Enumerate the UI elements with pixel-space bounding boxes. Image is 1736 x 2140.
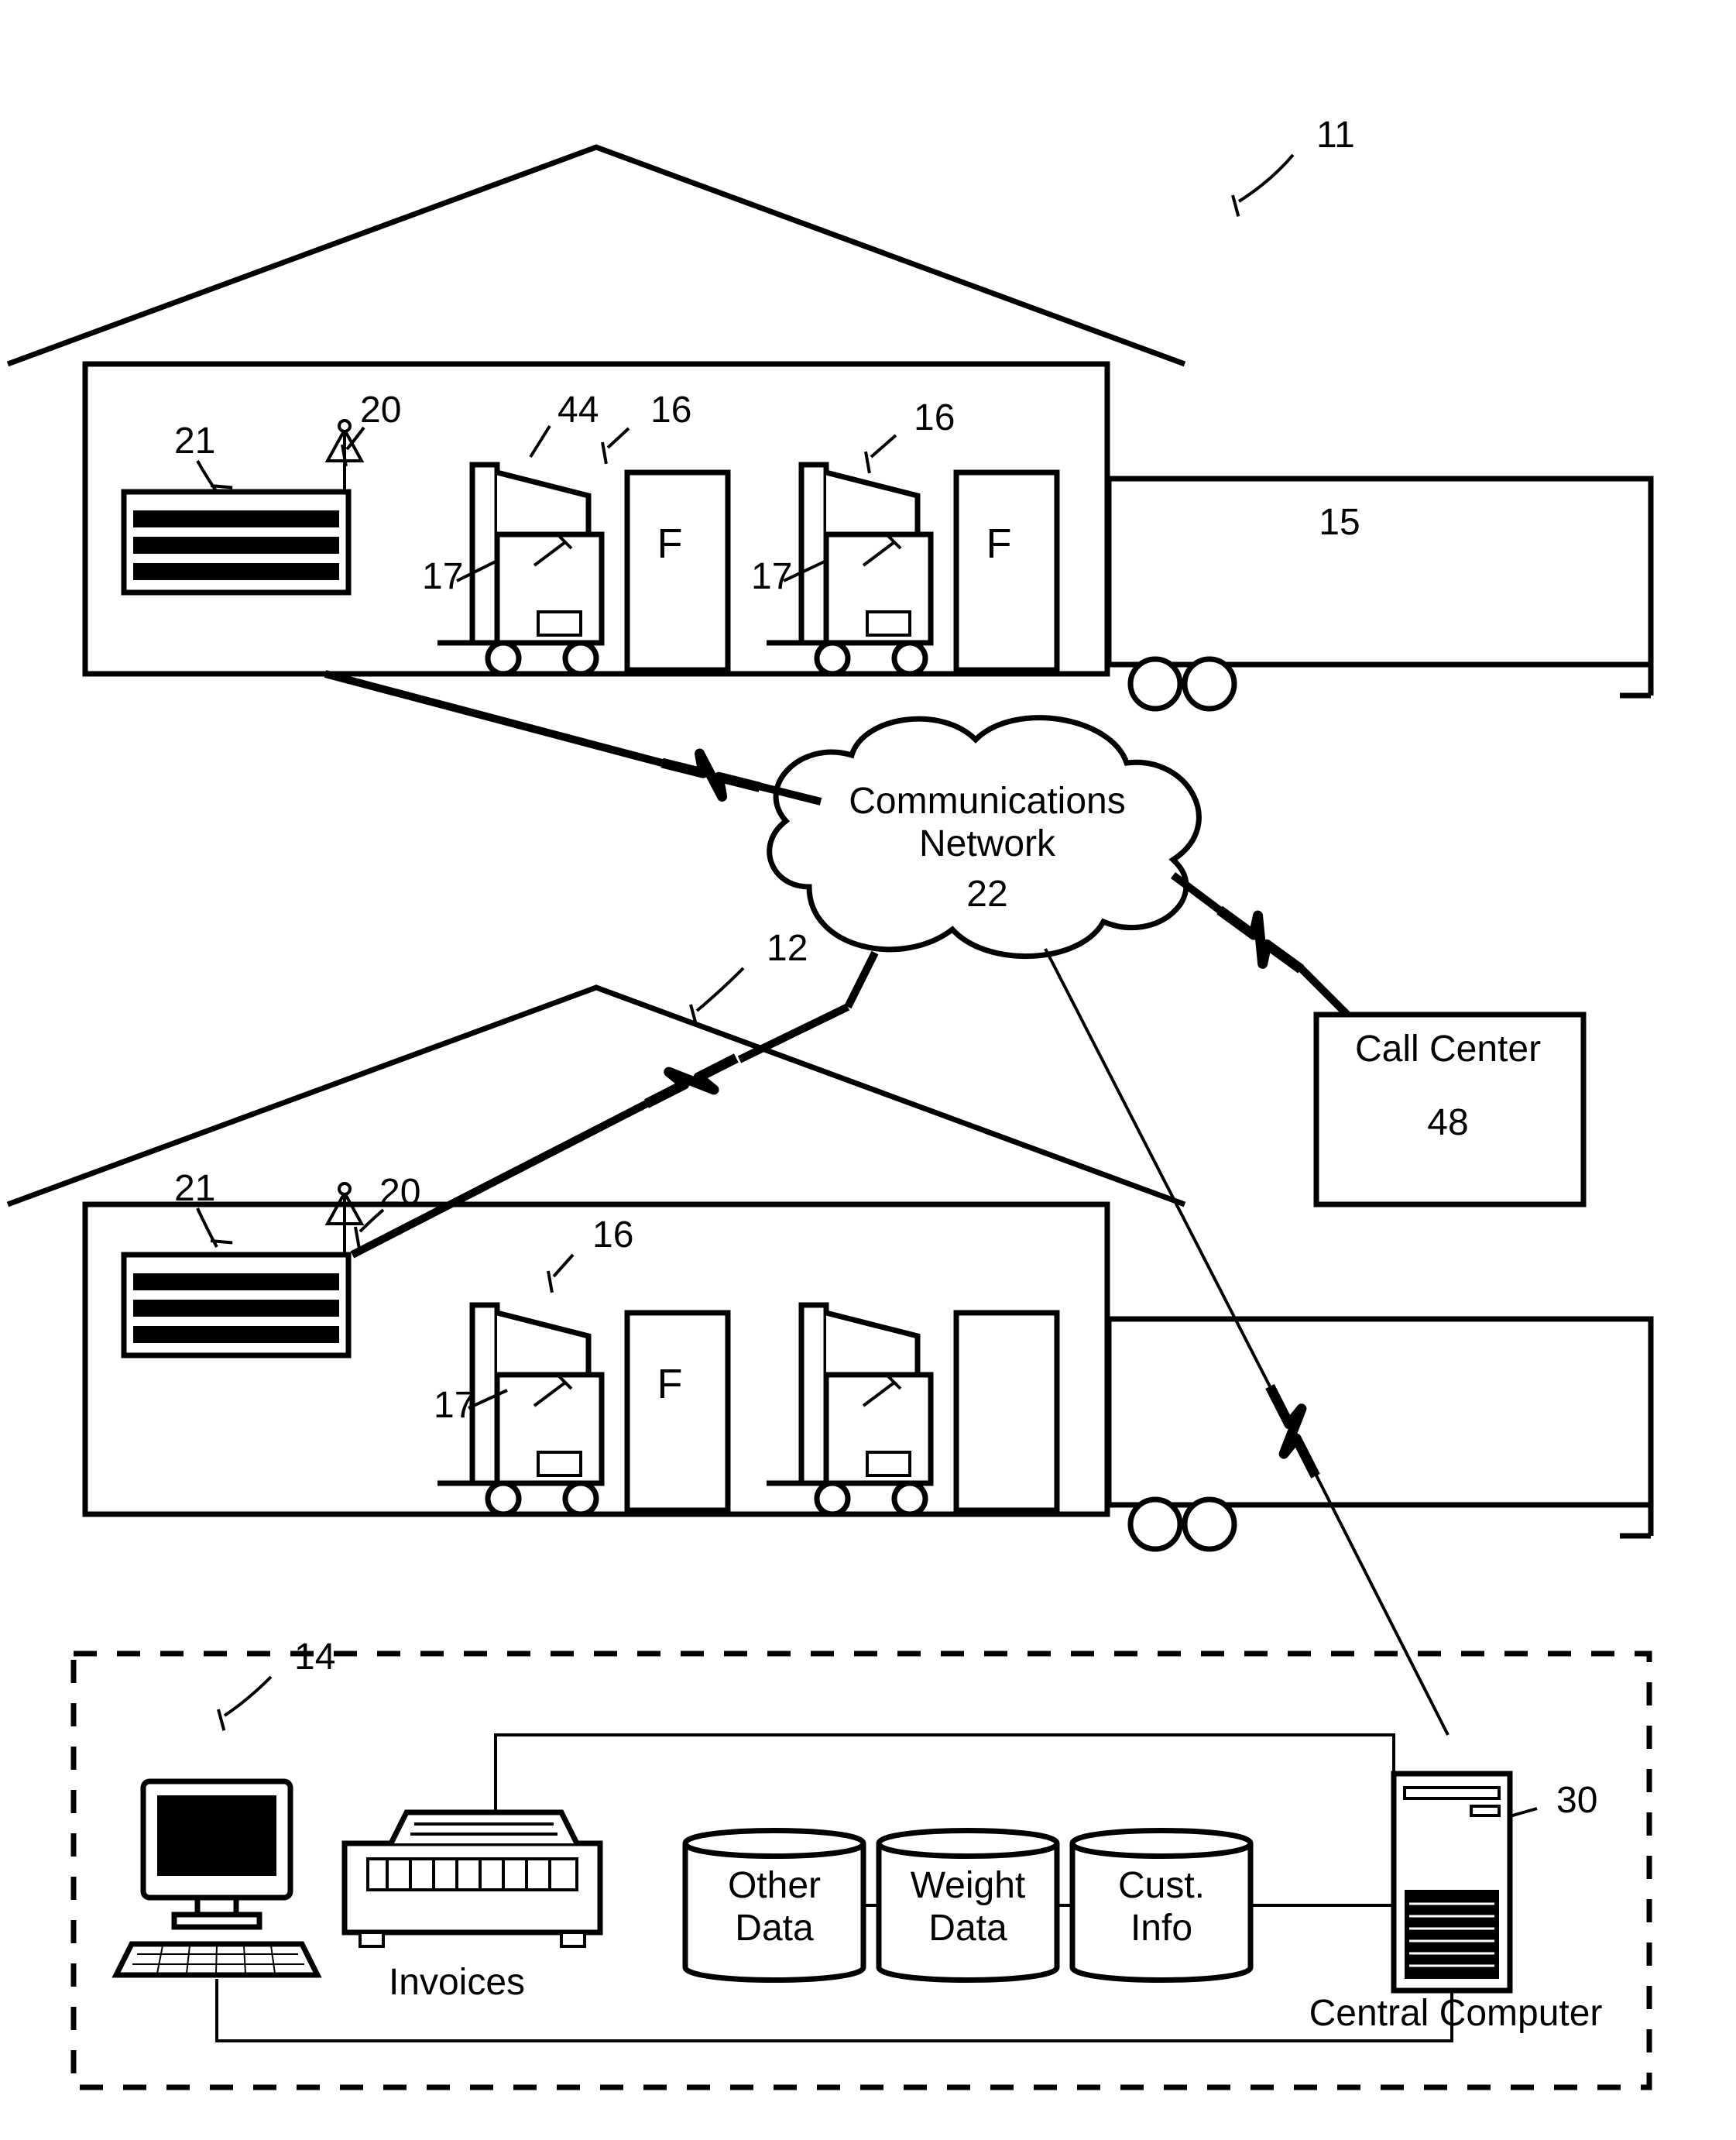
db-label: Other [728,1865,821,1906]
db-label: Data [928,1908,1007,1949]
ref-label: 17 [751,556,792,597]
ref-label: 21 [174,421,215,462]
db-label: Cust. [1118,1865,1205,1906]
ref-label: 17 [422,556,463,597]
ref-label: 44 [558,390,599,431]
freight-label: F [986,520,1012,567]
desktop-pc [116,1781,317,1975]
ref-label: 12 [767,928,808,969]
central-computer-label: Central Computer [1309,1993,1603,2034]
ref-label: 11 [1316,115,1355,156]
ref-label: 30 [1556,1780,1597,1821]
local-computer-21-top [124,492,348,593]
ref-label: 20 [360,390,401,431]
invoices-label: Invoices [389,1962,525,2003]
call-center-label: Call Center [1355,1029,1541,1070]
ref-label: 15 [1319,502,1360,543]
cloud-label: Network [919,823,1056,864]
ref-label: 20 [379,1172,420,1213]
db-label: Data [735,1908,814,1949]
ref-label: 16 [914,397,955,438]
ref-label: 16 [650,390,691,431]
local-computer-21-bot [124,1255,348,1355]
ref-label: 14 [294,1637,335,1678]
db-label: Info [1130,1908,1192,1949]
freight-label: F [657,1361,683,1407]
forklift-bot-1 [437,1305,728,1514]
ref-label: 21 [174,1168,215,1209]
db-label: Weight [911,1865,1026,1906]
freight-label: F [657,520,683,567]
ref-label: 16 [592,1214,633,1255]
central-computer-server [1394,1774,1510,1991]
system-diagram: :root { --black: #000000; --white: #ffff… [0,0,1736,2140]
ref-label: 48 [1427,1102,1468,1143]
ref-label: 22 [966,874,1007,915]
ref-label: 17 [434,1385,475,1426]
cloud-label: Communications [849,781,1125,822]
forklift-bot-2 [767,1305,1057,1514]
